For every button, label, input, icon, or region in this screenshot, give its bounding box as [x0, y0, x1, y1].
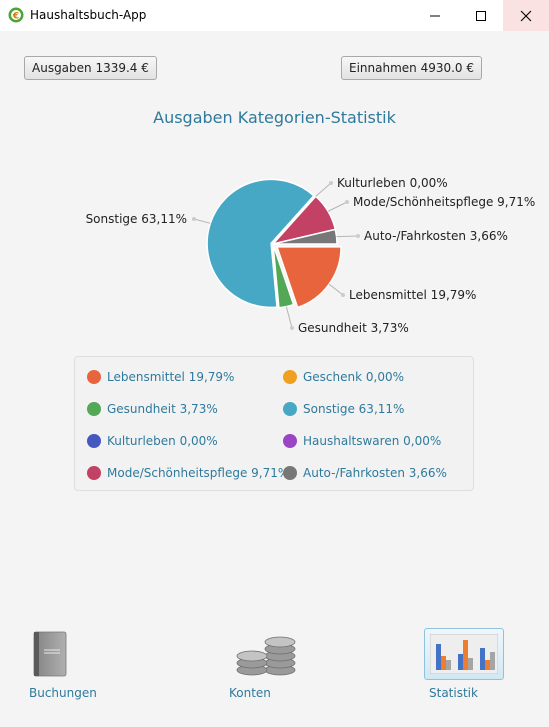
pie-label-kulturleben: Kulturleben 0,00%: [337, 176, 448, 190]
legend-label-sonstige: Sonstige 63,11%: [303, 402, 405, 416]
pie-leader-dot-gesundheit: [290, 326, 294, 330]
legend-dot-mode: [87, 466, 101, 480]
legend-dot-lebensmittel: [87, 370, 101, 384]
pie-slice-auto-fahrkosten: [272, 228, 338, 245]
income-button[interactable]: Einnahmen 4930.0 €: [341, 56, 483, 80]
legend-dot-gesundheit: [87, 402, 101, 416]
legend-label-haushaltswaren: Haushaltswaren 0,00%: [303, 434, 442, 448]
coins-icon: [236, 636, 296, 676]
minimize-button[interactable]: [412, 0, 458, 31]
nav-bookings-label: Buchungen: [29, 686, 97, 700]
window-title: Haushaltsbuch-App: [30, 8, 147, 22]
app-icon: €: [8, 7, 24, 23]
chart-title: Ausgaben Kategorien-Statistik: [153, 108, 396, 127]
pie-label-gesundheit: Gesundheit 3,73%: [298, 321, 409, 335]
pie-chart: Lebensmittel 19,79% Gesundheit 3,73% Sonst…: [86, 176, 536, 335]
legend-label-geschenk: Geschenk 0,00%: [303, 370, 405, 384]
pie-leader-dot-auto-fahrkosten: [356, 234, 360, 238]
chart-legend: Lebensmittel 19,79% Geschenk 0,00% Gesun…: [74, 356, 474, 491]
title-bar: € Haushaltsbuch-App: [0, 0, 549, 31]
pie-leader-dot-kulturleben: [329, 181, 333, 185]
pie-leader-dot-sonstige: [192, 217, 196, 221]
bar-chart-icon: [430, 634, 498, 674]
legend-label-kulturleben: Kulturleben 0,00%: [107, 434, 218, 448]
pie-label-auto-fahrkosten: Auto-/Fahrkosten 3,66%: [364, 229, 508, 243]
close-button[interactable]: [503, 0, 549, 31]
legend-dot-geschenk: [283, 370, 297, 384]
minimize-icon: [430, 15, 440, 17]
pie-label-lebensmittel: Lebensmittel 19,79%: [349, 288, 476, 302]
legend-dot-haushaltswaren: [283, 434, 297, 448]
legend-label-auto: Auto-/Fahrkosten 3,66%: [303, 466, 447, 480]
pie-leader-mode-sch-nheitspflege: [327, 201, 348, 212]
nav-statistics-label: Statistik: [429, 686, 478, 700]
book-icon: [33, 631, 67, 677]
nav-bookings[interactable]: Buchungen: [24, 628, 104, 703]
svg-text:€: €: [12, 12, 19, 22]
pie-leader-auto-fahrkosten: [336, 235, 359, 238]
pie-leader-dot-mode-sch-nheitspflege: [345, 200, 349, 204]
pie-leader-dot-lebensmittel: [341, 293, 345, 297]
close-icon: [520, 10, 532, 22]
legend-label-gesundheit: Gesundheit 3,73%: [107, 402, 218, 416]
pie-label-sonstige: Sonstige 63,11%: [86, 212, 187, 226]
nav-accounts[interactable]: Konten: [226, 628, 306, 703]
legend-dot-kulturleben: [87, 434, 101, 448]
maximize-icon: [476, 11, 486, 21]
legend-dot-auto: [283, 466, 297, 480]
pie-leader-gesundheit: [285, 306, 293, 329]
nav-accounts-label: Konten: [229, 686, 271, 700]
maximize-button[interactable]: [458, 0, 504, 31]
pie-slice-sonstige: [206, 178, 315, 309]
legend-dot-sonstige: [283, 402, 297, 416]
pie-slice-gesundheit: [272, 243, 295, 309]
pie-leader-lebensmittel: [328, 283, 344, 296]
pie-leader-kulturleben: [315, 182, 332, 197]
legend-label-mode: Mode/Schönheitspflege 9,71%: [107, 466, 290, 480]
expenses-button[interactable]: Ausgaben 1339.4 €: [24, 56, 157, 80]
pie-leader-sonstige: [193, 218, 211, 224]
nav-statistics[interactable]: Statistik: [424, 628, 506, 703]
legend-label-lebensmittel: Lebensmittel 19,79%: [107, 370, 235, 384]
pie-label-mode-sch-nheitspflege: Mode/Schönheitspflege 9,71%: [353, 195, 535, 209]
